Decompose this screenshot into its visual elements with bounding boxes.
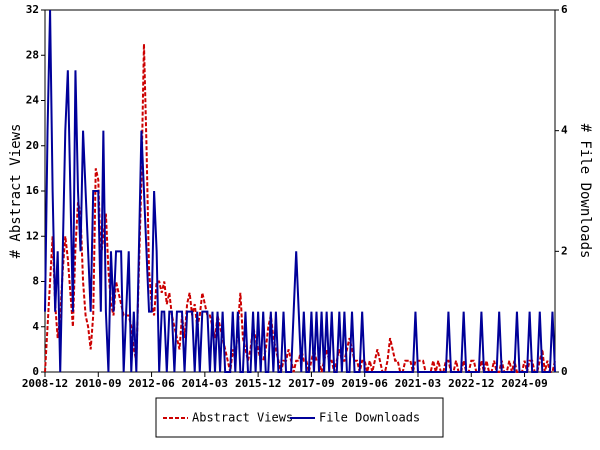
y-tick-label: 12: [26, 229, 39, 242]
x-tick-label: 2008-12: [22, 377, 68, 390]
x-tick-label: 2021-03: [395, 377, 441, 390]
y-tick-label: 4: [32, 320, 39, 333]
y-tick-label: 24: [26, 94, 40, 107]
y-tick-label: 32: [26, 3, 39, 16]
y-tick-label: 20: [26, 139, 39, 152]
x-tick-label: 2024-09: [501, 377, 547, 390]
y-tick-label: 0: [32, 365, 39, 378]
y2-tick-label: 0: [561, 365, 568, 378]
x-tick-label: 2019-06: [342, 377, 389, 390]
x-tick-label: 2022-12: [448, 377, 494, 390]
y2-tick-label: 2: [561, 244, 568, 257]
legend-label: File Downloads: [319, 411, 420, 425]
x-tick-label: 2015-12: [235, 377, 281, 390]
y-axis-title: # Abstract Views: [8, 124, 24, 259]
x-tick-label: 2010-09: [75, 377, 121, 390]
legend-label: Abstract Views: [192, 411, 293, 425]
x-tick-label: 2012-06: [128, 377, 175, 390]
x-tick-label: 2017-09: [288, 377, 334, 390]
y2-tick-label: 6: [561, 3, 568, 16]
y-tick-label: 16: [26, 184, 40, 197]
y-tick-label: 28: [26, 48, 39, 61]
y2-axis-title: # File Downloads: [577, 124, 593, 259]
y-tick-label: 8: [32, 275, 39, 288]
x-tick-label: 2014-03: [182, 377, 228, 390]
y2-tick-label: 4: [561, 124, 568, 137]
series-line: [44, 9, 556, 373]
